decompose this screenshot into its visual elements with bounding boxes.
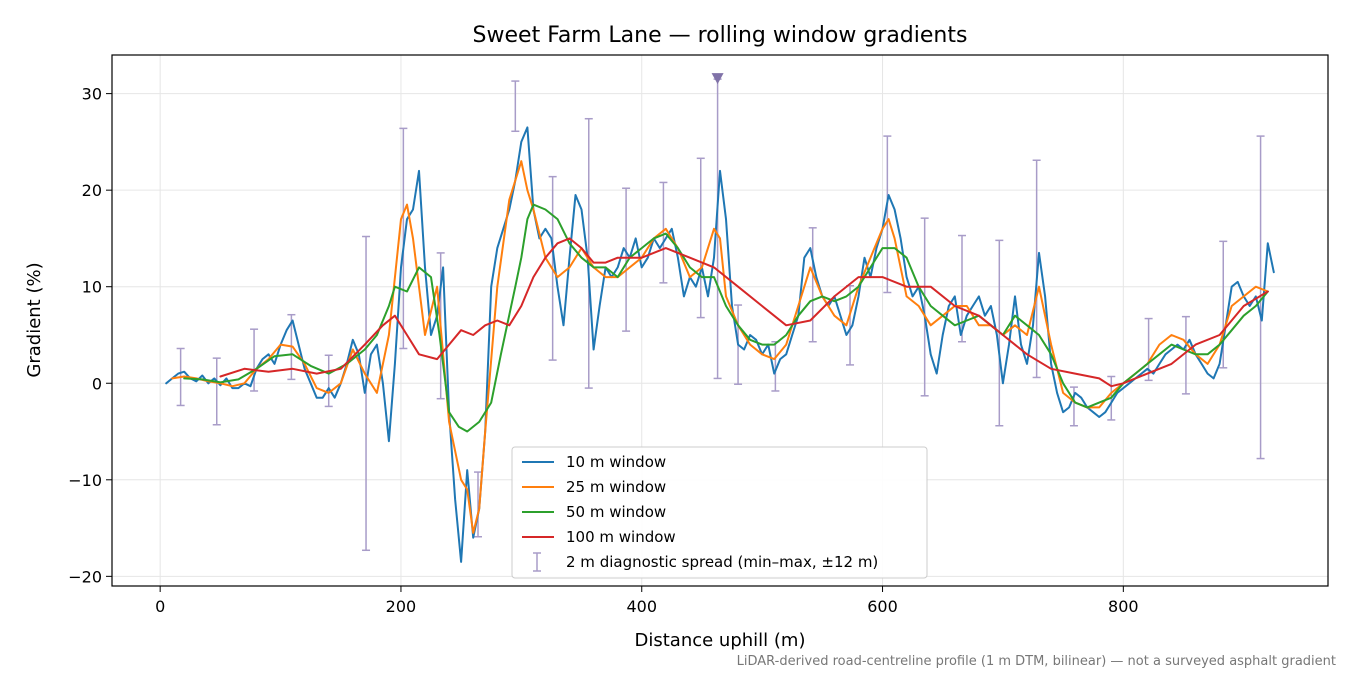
x-tick-label: 400 (626, 597, 657, 616)
x-tick-label: 800 (1108, 597, 1139, 616)
error-bar (1032, 159, 1041, 379)
error-bar (584, 117, 593, 389)
series-line-2 (183, 203, 1269, 433)
error-bar (399, 127, 408, 350)
legend-label-10m: 10 m window (566, 453, 666, 471)
y-axis-ticks: −20 −10 0 10 20 30 (68, 85, 112, 586)
footnote: LiDAR-derived road-centreline profile (1… (737, 654, 1336, 669)
error-bar (1181, 315, 1190, 395)
x-tick-label: 600 (867, 597, 898, 616)
series-line-3 (219, 237, 1269, 388)
error-bar (808, 227, 817, 343)
series-line-0 (165, 126, 1275, 563)
y-axis-label: Gradient (%) (24, 262, 45, 377)
x-axis-ticks: 0 200 400 600 800 (155, 586, 1139, 616)
error-bar (1256, 135, 1265, 460)
error-bar (250, 328, 259, 392)
legend-label-error-bars: 2 m diagnostic spread (min–max, ±12 m) (566, 553, 878, 571)
error-bar (511, 80, 520, 133)
legend-swatch-error-bar (533, 552, 541, 572)
y-tick-label: −20 (68, 567, 102, 586)
error-bar (696, 157, 705, 319)
error-bar (883, 135, 892, 294)
series-lines (165, 126, 1275, 563)
error-bar (212, 357, 221, 426)
error-bar (711, 73, 724, 380)
y-tick-label: 0 (92, 374, 102, 393)
capped-marker (711, 73, 724, 85)
legend-label-100m: 100 m window (566, 528, 676, 546)
legend-label-25m: 25 m window (566, 478, 666, 496)
error-bar (920, 217, 929, 397)
y-tick-label: 30 (82, 85, 102, 104)
error-bar (622, 187, 631, 332)
y-tick-label: −10 (68, 471, 102, 490)
error-bar (324, 354, 333, 408)
error-bar (474, 471, 483, 538)
x-tick-label: 200 (386, 597, 417, 616)
plot-frame (111, 54, 1329, 587)
legend: 10 m window 25 m window 50 m window 100 … (511, 446, 928, 579)
y-tick-label: 10 (82, 278, 102, 297)
error-bar (1219, 240, 1228, 369)
error-bar (659, 181, 668, 284)
error-bar (362, 235, 371, 552)
y-tick-label: 20 (82, 181, 102, 200)
error-bars (176, 73, 1265, 552)
x-tick-label: 0 (155, 597, 165, 616)
x-axis-label: Distance uphill (m) (635, 630, 806, 651)
error-bar (957, 234, 966, 343)
legend-box (511, 446, 928, 579)
legend-label-50m: 50 m window (566, 503, 666, 521)
chart-title: Sweet Farm Lane — rolling window gradien… (473, 23, 968, 48)
